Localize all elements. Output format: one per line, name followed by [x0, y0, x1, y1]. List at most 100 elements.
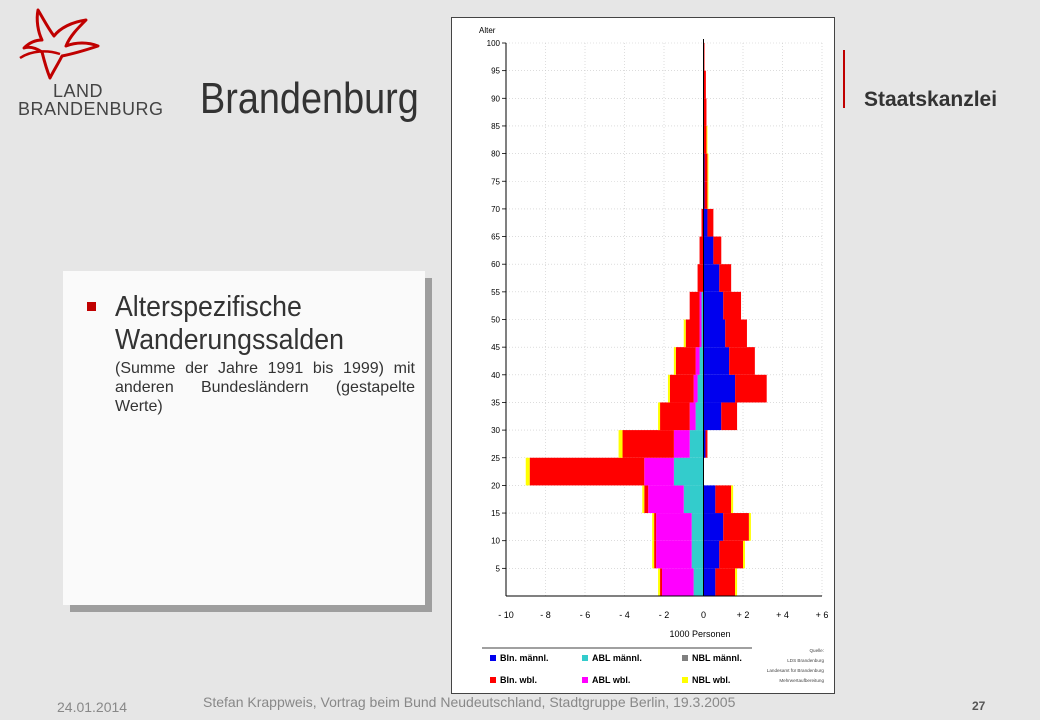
bar-segment-negative: [689, 430, 704, 458]
bar-segment-negative: [652, 513, 655, 541]
bar-segment-negative: [667, 374, 670, 403]
footer-credit: Stefan Krappweis, Vortrag beim Bund Neud…: [203, 694, 736, 710]
bar-segment-positive: [703, 70, 706, 99]
y-tick-label: 45: [491, 343, 500, 352]
x-tick-label: + 2: [737, 610, 750, 620]
bar-segment-positive: [715, 568, 736, 596]
bar-segment-negative: [699, 347, 704, 375]
bar-segment-positive: [735, 374, 767, 403]
legend-entry: NBL wbl.: [682, 675, 730, 685]
y-tick-label: 90: [491, 94, 500, 103]
x-tick-label: - 2: [659, 610, 670, 620]
bar-segment-positive: [707, 181, 709, 209]
y-tick-label: 20: [491, 481, 500, 490]
bar-segment-negative: [622, 430, 674, 458]
bar-segment-negative: [673, 430, 690, 458]
y-tick-label: 50: [491, 316, 500, 325]
bar-segment-negative: [669, 374, 694, 403]
bar-segment-positive: [703, 430, 706, 458]
bar-segment-negative: [697, 264, 704, 292]
page-title: Brandenburg: [200, 74, 419, 123]
bar-segment-positive: [703, 347, 730, 375]
x-tick-label: - 4: [619, 610, 630, 620]
bar-segment-negative: [695, 402, 704, 431]
bar-segment-positive: [703, 236, 714, 265]
legend-entry: ABL männl.: [582, 653, 642, 663]
info-textbox: Alterspezifische Wanderungssalden (Summe…: [63, 271, 425, 605]
chart-panel: - 10 - 8 - 6 - 4 - 2 0 + 2 + 4 + 6 5 10 15 20 25 30 35 4…: [451, 17, 835, 694]
legend-entry: Bln. männl.: [490, 653, 549, 663]
bar-segment-negative: [693, 568, 704, 596]
bar-segment-positive: [723, 291, 742, 320]
legend-swatch: [682, 677, 688, 683]
legend-label: ABL wbl.: [592, 675, 630, 685]
bar-segment-positive: [729, 347, 755, 375]
migration-balance-chart: - 10 - 8 - 6 - 4 - 2 0 + 2 + 4 + 6 5 10 15 20 25 30 35 4…: [479, 26, 829, 685]
legend-swatch: [682, 655, 688, 661]
bar-segment-positive: [703, 513, 724, 541]
bar-segment-negative: [618, 430, 623, 458]
bar-segment-positive: [706, 125, 708, 154]
bar-segment-positive: [723, 513, 749, 541]
bar-segment-positive: [704, 153, 708, 182]
bar-segment-positive: [703, 374, 736, 403]
x-tick-label: 0: [701, 610, 706, 620]
y-tick-label: 30: [491, 426, 500, 435]
x-tick-label: + 6: [816, 610, 829, 620]
bar-segment-positive: [743, 540, 745, 569]
bullet-subtext: (Summe der Jahre 1991 bis 1999) mit ande…: [115, 360, 415, 415]
x-axis-label: 1000 Personen: [669, 629, 730, 639]
bar-segment-negative: [689, 291, 700, 320]
y-tick-label: 80: [491, 150, 500, 159]
brandenburg-logo: LAND BRANDENBURG: [14, 6, 164, 119]
logo-text-brandenburg: BRANDENBURG: [18, 99, 164, 119]
y-tick-label: 35: [491, 398, 500, 407]
bar-segment-negative: [701, 319, 704, 348]
bar-segment-positive: [704, 181, 708, 209]
bar-segment-negative: [673, 457, 704, 486]
bar-segment-negative: [673, 347, 676, 375]
y-axis-label: Alter: [479, 26, 496, 35]
bar-segment-negative: [529, 457, 645, 486]
bullet-heading: Alterspezifische Wanderungssalden: [115, 291, 344, 356]
legend-label: Bln. männl.: [500, 653, 549, 663]
y-tick-label: 85: [491, 122, 500, 131]
bar-segment-negative: [683, 485, 704, 514]
bar-segment-negative: [701, 208, 704, 237]
legend-entry: ABL wbl.: [582, 675, 630, 685]
bar-segment-negative: [652, 540, 655, 569]
y-tick-label: 60: [491, 260, 500, 269]
bar-segment-negative: [699, 319, 702, 348]
bullet-square-icon: [87, 302, 96, 311]
bar-segment-positive: [721, 402, 738, 431]
bar-segment-positive: [703, 125, 707, 154]
bar-segment-negative: [693, 374, 698, 403]
y-tick-label: 100: [487, 39, 501, 48]
legend-swatch: [490, 655, 496, 661]
bar-segment-positive: [731, 485, 734, 514]
y-tick-label: 95: [491, 67, 500, 76]
x-tick-label: - 8: [540, 610, 551, 620]
chart-bars: [525, 43, 767, 596]
page-number: 27: [972, 699, 986, 713]
bar-segment-negative: [644, 457, 674, 486]
y-tick-label: 70: [491, 205, 500, 214]
legend-label: Bln. wbl.: [500, 675, 537, 685]
y-tick-label: 25: [491, 454, 500, 463]
bar-segment-negative: [660, 568, 663, 596]
bar-segment-positive: [703, 291, 724, 320]
department-label: Staatskanzlei: [864, 88, 998, 111]
bar-segment-positive: [703, 98, 707, 126]
bar-segment-positive: [719, 540, 743, 569]
bar-segment-negative: [656, 513, 692, 541]
bar-segment-negative: [689, 402, 696, 431]
bar-segment-negative: [675, 347, 696, 375]
bar-segment-negative: [691, 540, 704, 569]
legend-label: ABL männl.: [592, 653, 642, 663]
x-tick-label: - 6: [580, 610, 591, 620]
y-tick-label: 5: [496, 564, 501, 573]
bar-segment-negative: [658, 568, 661, 596]
bar-segment-positive: [703, 540, 720, 569]
legend-swatch: [582, 677, 588, 683]
bar-segment-positive: [705, 430, 708, 458]
